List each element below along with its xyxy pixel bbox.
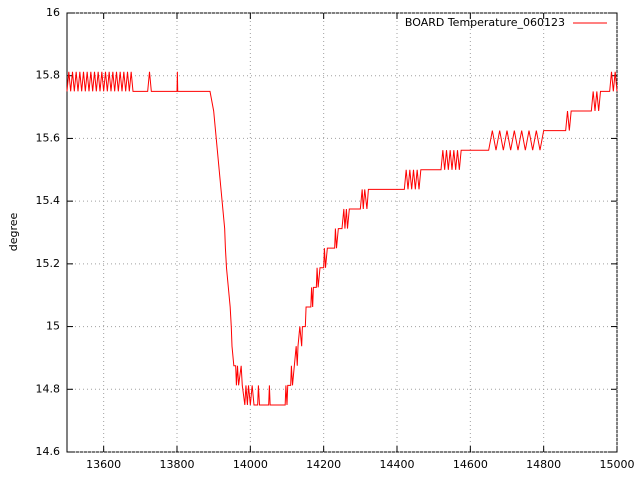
- y-tick-label: 15.4: [36, 194, 61, 207]
- plot-frame: [66, 12, 618, 453]
- legend-label: BOARD Temperature_060123: [405, 16, 565, 29]
- x-tick-label: 14000: [233, 458, 268, 471]
- x-tick-label: 14400: [380, 458, 415, 471]
- x-tick-label: 14600: [453, 458, 488, 471]
- x-tick-label: 13800: [160, 458, 195, 471]
- y-tick-label: 16: [46, 6, 60, 19]
- y-tick-label: 15.6: [36, 131, 61, 144]
- data-line: [66, 71, 618, 406]
- x-tick-label: 14800: [526, 458, 561, 471]
- y-tick-label: 14.8: [36, 382, 61, 395]
- x-tick-label: 13600: [86, 458, 121, 471]
- y-tick-label: 14.6: [36, 445, 61, 458]
- y-tick-label: 15.2: [36, 257, 61, 270]
- x-tick-label: 14200: [306, 458, 341, 471]
- x-tick-label: 15000: [600, 458, 635, 471]
- y-axis-label: degree: [7, 213, 20, 252]
- y-tick-label: 15: [46, 320, 60, 333]
- y-tick-label: 15.8: [36, 69, 61, 82]
